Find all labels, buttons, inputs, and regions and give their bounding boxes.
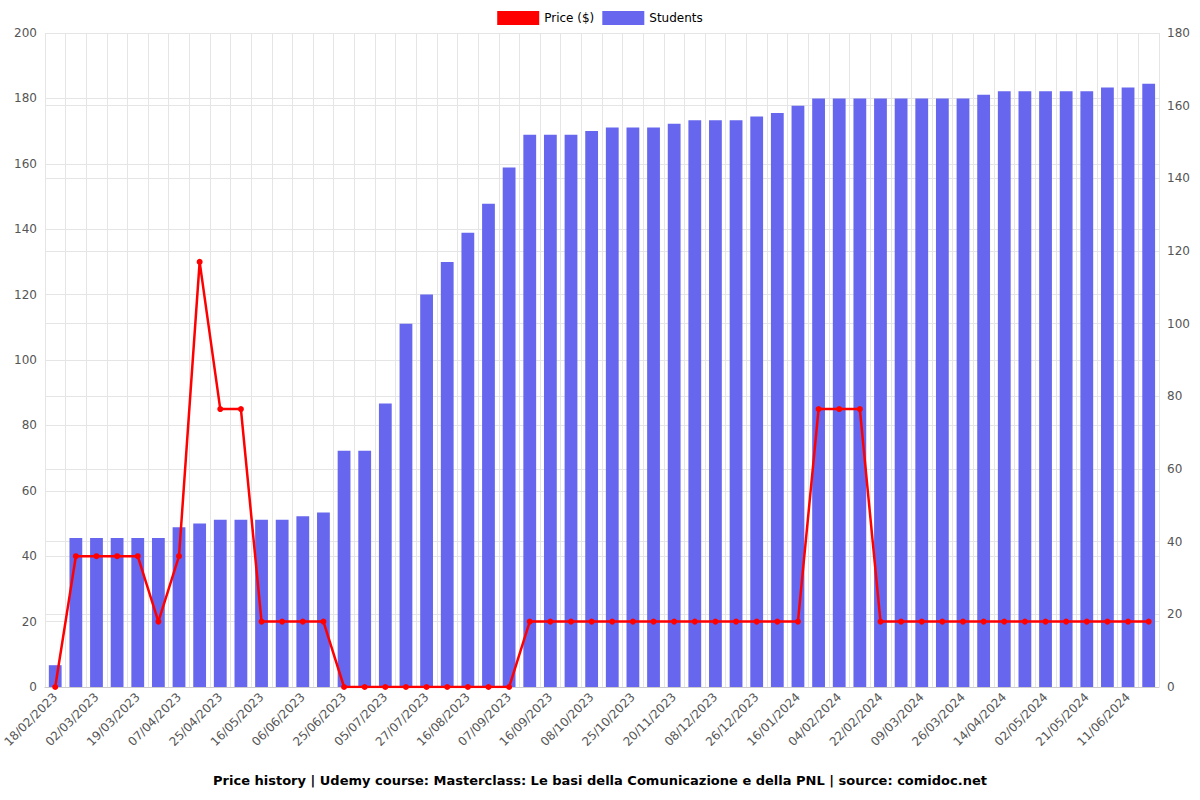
svg-text:20/11/2023: 20/11/2023: [620, 690, 680, 749]
svg-text:19/03/2023: 19/03/2023: [84, 690, 143, 749]
svg-text:60: 60: [22, 484, 37, 498]
svg-text:16/08/2023: 16/08/2023: [414, 690, 473, 749]
svg-text:0: 0: [1167, 680, 1175, 694]
svg-text:09/03/2024: 09/03/2024: [867, 690, 927, 749]
svg-text:16/05/2023: 16/05/2023: [207, 690, 267, 749]
svg-text:60: 60: [1167, 462, 1182, 476]
svg-text:160: 160: [14, 157, 37, 171]
svg-text:100: 100: [14, 353, 37, 367]
svg-text:120: 120: [14, 288, 37, 302]
svg-text:08/12/2023: 08/12/2023: [661, 690, 721, 749]
svg-text:11/06/2024: 11/06/2024: [1074, 690, 1133, 749]
svg-text:16/09/2023: 16/09/2023: [496, 690, 556, 749]
svg-text:06/06/2023: 06/06/2023: [249, 690, 308, 749]
svg-text:120: 120: [1167, 244, 1190, 258]
svg-text:26/03/2024: 26/03/2024: [909, 690, 968, 749]
svg-text:20: 20: [22, 615, 37, 629]
svg-text:40: 40: [22, 549, 37, 563]
svg-text:20: 20: [1167, 607, 1182, 621]
svg-text:180: 180: [14, 91, 37, 105]
svg-text:Price ($): Price ($): [544, 11, 594, 25]
svg-text:80: 80: [22, 418, 37, 432]
svg-text:160: 160: [1167, 99, 1190, 113]
svg-text:02/03/2023: 02/03/2023: [42, 690, 102, 749]
svg-text:07/04/2023: 07/04/2023: [125, 690, 184, 749]
svg-text:27/07/2023: 27/07/2023: [372, 690, 432, 749]
svg-text:25/10/2023: 25/10/2023: [579, 690, 638, 749]
svg-text:05/07/2023: 05/07/2023: [331, 690, 391, 749]
svg-text:140: 140: [14, 222, 37, 236]
svg-text:21/05/2024: 21/05/2024: [1033, 690, 1092, 749]
svg-text:04/02/2024: 04/02/2024: [785, 690, 845, 749]
svg-text:07/09/2023: 07/09/2023: [455, 690, 515, 749]
svg-text:200: 200: [14, 26, 37, 40]
svg-text:Price history | Udemy course:: Price history | Udemy course: Masterclas…: [213, 773, 987, 788]
svg-text:25/04/2023: 25/04/2023: [166, 690, 226, 749]
svg-text:14/04/2024: 14/04/2024: [950, 690, 1010, 749]
svg-text:100: 100: [1167, 317, 1190, 331]
svg-text:26/12/2023: 26/12/2023: [702, 690, 762, 749]
svg-text:40: 40: [1167, 535, 1182, 549]
svg-text:0: 0: [29, 680, 37, 694]
svg-text:02/05/2024: 02/05/2024: [991, 690, 1051, 749]
svg-text:Students: Students: [649, 11, 703, 25]
svg-text:18/02/2023: 18/02/2023: [1, 690, 61, 749]
svg-text:80: 80: [1167, 389, 1182, 403]
svg-text:08/10/2023: 08/10/2023: [537, 690, 597, 749]
svg-text:180: 180: [1167, 26, 1190, 40]
svg-text:140: 140: [1167, 171, 1190, 185]
svg-text:16/01/2024: 16/01/2024: [744, 690, 803, 749]
svg-text:22/02/2024: 22/02/2024: [826, 690, 886, 749]
svg-text:25/06/2023: 25/06/2023: [290, 690, 349, 749]
